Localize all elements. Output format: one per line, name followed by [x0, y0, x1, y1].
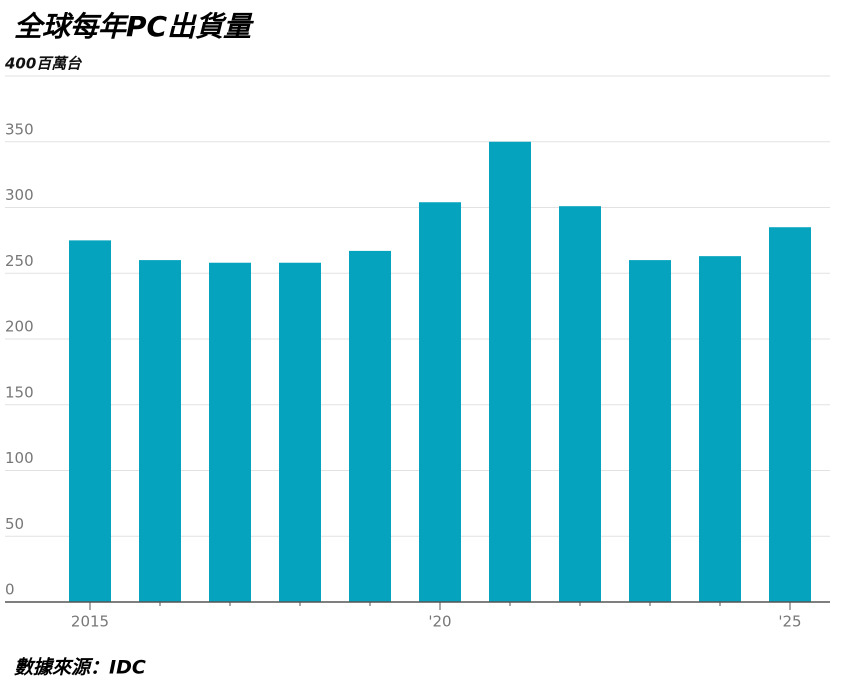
bar	[699, 256, 741, 602]
bar	[419, 202, 461, 603]
y-tick-label: 0	[5, 581, 15, 599]
y-tick-label: 200	[5, 318, 34, 336]
bar	[139, 260, 181, 602]
y-tick-label: 300	[5, 186, 34, 204]
y-tick-label: 350	[5, 120, 34, 138]
source-note: 數據來源：IDC	[14, 657, 146, 679]
y-tick-label: 250	[5, 252, 34, 270]
bar	[279, 262, 321, 602]
y-tick-label: 400百萬台	[4, 55, 82, 73]
bar	[629, 260, 671, 602]
x-tick-label: 2015	[71, 613, 109, 631]
bar	[69, 240, 111, 602]
bar	[559, 206, 601, 602]
bar	[769, 227, 811, 602]
bar	[489, 141, 531, 602]
bar	[349, 250, 391, 602]
x-tick-label: '25	[778, 613, 801, 631]
bar	[209, 262, 251, 602]
y-tick-label: 50	[5, 515, 24, 533]
chart-title: 全球每年PC出貨量	[14, 10, 254, 43]
y-tick-label: 100	[5, 449, 34, 467]
x-tick-label: '20	[428, 613, 451, 631]
y-tick-label: 150	[5, 383, 34, 401]
